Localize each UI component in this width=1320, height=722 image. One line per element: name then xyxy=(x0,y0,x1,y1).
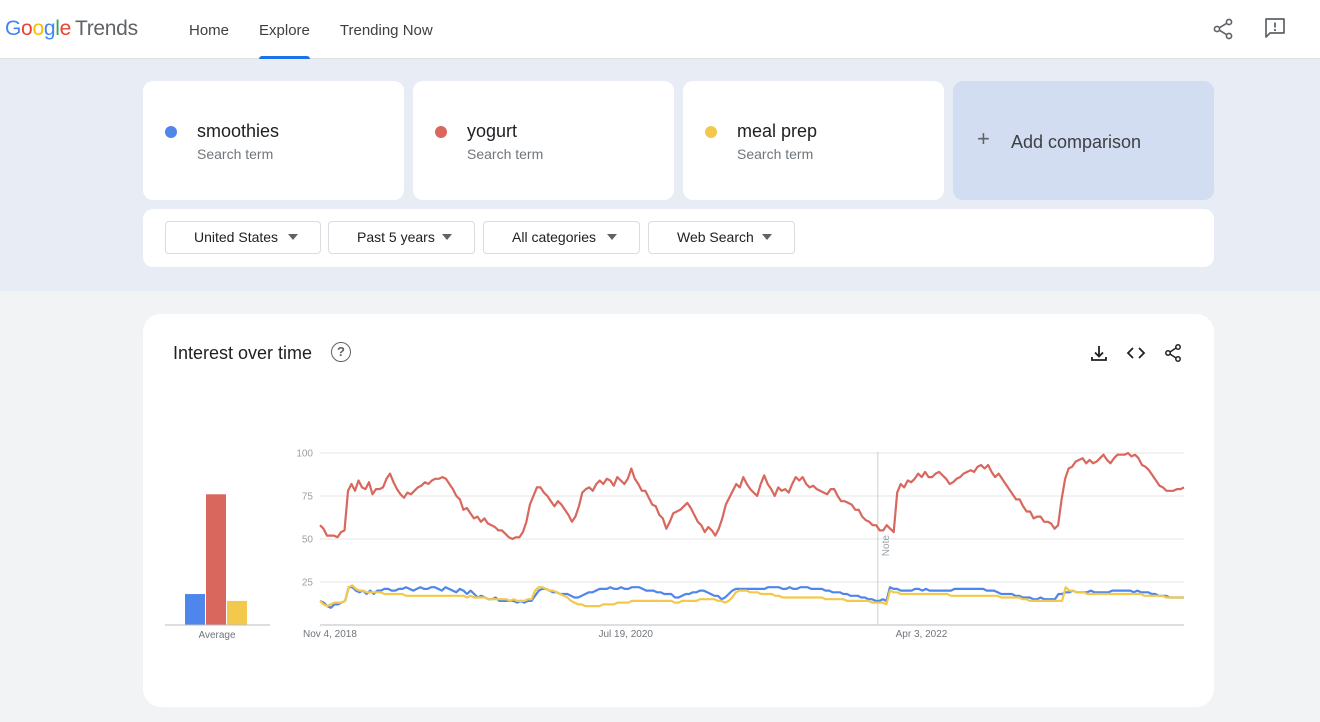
card-title: Interest over time xyxy=(173,343,313,363)
embed-icon[interactable] xyxy=(1126,343,1146,363)
term-card-meal-prep[interactable]: meal prep Search term xyxy=(683,81,944,200)
chart-grid: 100 75 50 25 Note xyxy=(296,449,1184,626)
download-icon[interactable] xyxy=(1089,343,1109,363)
plus-icon: + xyxy=(977,126,990,151)
term-color-dot xyxy=(705,126,717,138)
feedback-icon[interactable] xyxy=(1263,16,1287,40)
filter-category[interactable]: All categories xyxy=(483,221,640,254)
caret-down-icon xyxy=(442,234,452,240)
x-tick-label: Apr 3, 2022 xyxy=(896,629,948,640)
term-card-yogurt[interactable]: yogurt Search term xyxy=(413,81,674,200)
y-tick-label: 100 xyxy=(296,449,313,460)
filter-label: United States xyxy=(194,229,279,245)
y-tick-label: 75 xyxy=(302,492,314,503)
y-tick-label: 50 xyxy=(302,535,314,546)
series-line-smoothies[interactable] xyxy=(319,586,1184,609)
caret-down-icon xyxy=(288,234,298,240)
average-bars: Average xyxy=(165,494,270,641)
note-label[interactable]: Note xyxy=(881,535,892,557)
filter-label: Web Search xyxy=(677,229,754,245)
share-icon[interactable] xyxy=(1163,343,1183,363)
filter-search-type[interactable]: Web Search xyxy=(648,221,795,254)
filter-bar: United States Past 5 years All categorie… xyxy=(143,209,1214,267)
main-nav: Home Explore Trending Now xyxy=(189,0,463,59)
interest-chart: 100 75 50 25 Note Average Nov 4, 2018 Jul 19,… xyxy=(165,449,1185,641)
top-bar: Google Trends Home Explore Trending Now xyxy=(0,0,1320,59)
average-bar-meal-prep[interactable] xyxy=(227,600,247,625)
nav-home[interactable]: Home xyxy=(189,22,230,39)
filter-label: All categories xyxy=(512,229,597,245)
series-line-meal-prep[interactable] xyxy=(319,584,1184,608)
chart-series[interactable] xyxy=(319,451,1185,609)
term-name: meal prep xyxy=(737,121,818,141)
term-subtitle: Search term xyxy=(737,146,814,162)
x-axis-labels: Nov 4, 2018 Jul 19, 2020 Apr 3, 2022 xyxy=(303,629,948,640)
nav-explore[interactable]: Explore xyxy=(259,0,310,59)
share-icon[interactable] xyxy=(1211,17,1235,41)
x-tick-label: Nov 4, 2018 xyxy=(303,629,357,640)
term-name: smoothies xyxy=(197,121,280,141)
help-icon[interactable]: ? xyxy=(331,342,351,362)
add-comparison-button[interactable]: + Add comparison xyxy=(953,81,1214,200)
caret-down-icon xyxy=(607,234,617,240)
filter-label: Past 5 years xyxy=(357,229,435,245)
filter-time-range[interactable]: Past 5 years xyxy=(328,221,475,254)
interest-over-time-card: Interest over time ? 100 75 50 25 Note Avera… xyxy=(143,314,1214,707)
term-card-smoothies[interactable]: smoothies Search term xyxy=(143,81,404,200)
logo-product: Trends xyxy=(74,17,138,40)
term-subtitle: Search term xyxy=(197,146,274,162)
average-bar-yogurt[interactable] xyxy=(206,494,226,625)
series-line-yogurt[interactable] xyxy=(319,451,1185,541)
term-color-dot xyxy=(165,126,177,138)
google-trends-logo[interactable]: Google Trends xyxy=(5,17,138,41)
filter-region[interactable]: United States xyxy=(165,221,321,254)
caret-down-icon xyxy=(762,234,772,240)
y-tick-label: 25 xyxy=(302,578,314,589)
x-tick-label: Jul 19, 2020 xyxy=(598,629,653,640)
nav-trending-now[interactable]: Trending Now xyxy=(339,22,433,39)
average-bar-smoothies[interactable] xyxy=(185,594,205,625)
add-comparison-label: Add comparison xyxy=(1011,132,1142,152)
term-color-dot xyxy=(435,126,447,138)
logo-word: Google xyxy=(5,17,71,40)
average-label: Average xyxy=(198,630,236,641)
term-name: yogurt xyxy=(467,121,518,141)
term-subtitle: Search term xyxy=(467,146,544,162)
